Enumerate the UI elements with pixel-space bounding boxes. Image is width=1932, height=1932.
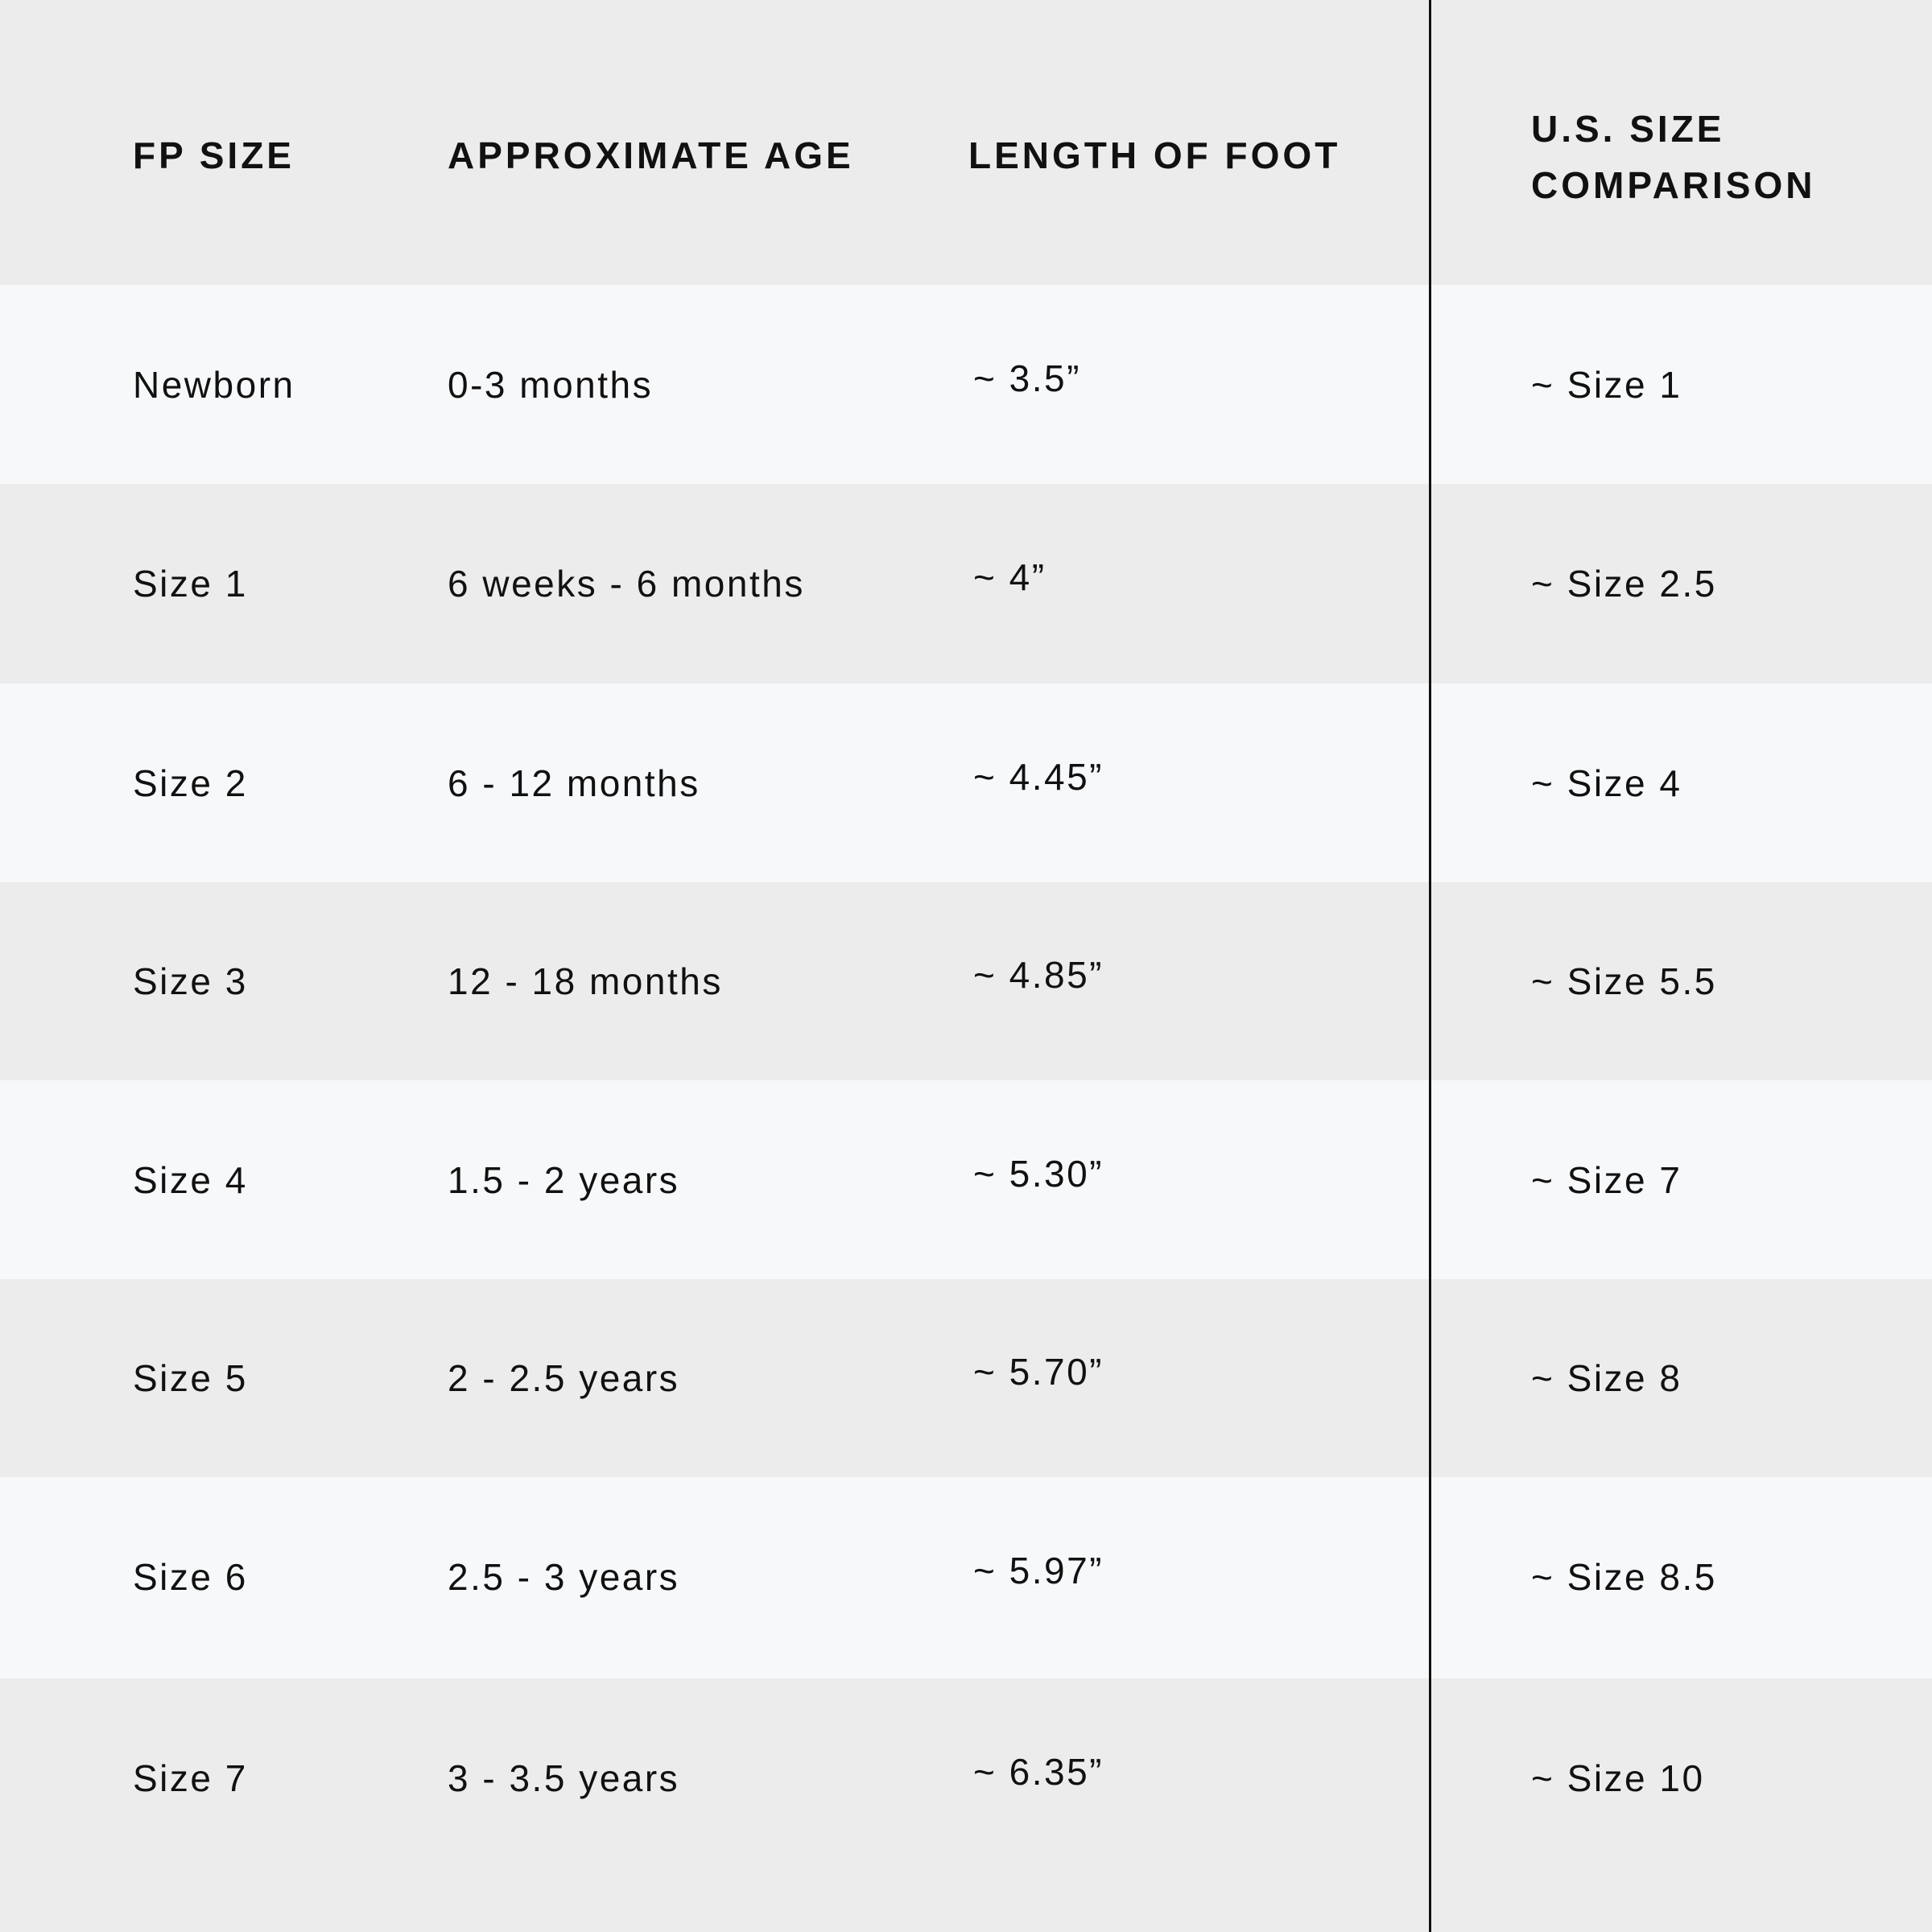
cell-length-of-foot: ~ 3.5” [973,357,1081,399]
header-us-line1: U.S. SIZE [1531,108,1725,150]
cell-us-size: ~ Size 4 [1531,762,1682,804]
cell-us-size: ~ Size 5.5 [1531,960,1717,1002]
cell-us-size: ~ Size 8.5 [1531,1555,1717,1598]
cell-approximate-age: 6 weeks - 6 months [448,562,805,605]
cell-fp-size: Size 7 [133,1757,248,1799]
cell-us-size: ~ Size 7 [1531,1158,1682,1201]
cell-fp-size: Size 3 [133,960,248,1002]
cell-fp-size: Size 1 [133,562,248,605]
cell-us-size: ~ Size 8 [1531,1357,1682,1399]
cell-approximate-age: 2.5 - 3 years [448,1555,680,1598]
column-divider [1429,0,1431,1932]
table-row: Size 7 3 - 3.5 years ~ 6.35” ~ Size 10 [0,1678,1932,1932]
cell-length-of-foot: ~ 5.97” [973,1549,1104,1591]
header-length-of-foot: LENGTH OF FOOT [968,134,1341,176]
header-us-line2: COMPARISON [1531,164,1816,206]
cell-length-of-foot: ~ 4.45” [973,755,1104,798]
table-row: Size 2 6 - 12 months ~ 4.45” ~ Size 4 [0,683,1932,882]
header-us-size-comparison: U.S. SIZE COMPARISON [1531,101,1816,213]
cell-approximate-age: 2 - 2.5 years [448,1357,680,1399]
cell-fp-size: Size 2 [133,762,248,804]
cell-fp-size: Newborn [133,363,295,406]
table-row: Size 4 1.5 - 2 years ~ 5.30” ~ Size 7 [0,1080,1932,1279]
cell-length-of-foot: ~ 6.35” [973,1750,1104,1793]
cell-us-size: ~ Size 10 [1531,1757,1705,1799]
table-row: Newborn 0-3 months ~ 3.5” ~ Size 1 [0,285,1932,484]
cell-length-of-foot: ~ 4.85” [973,954,1104,996]
cell-length-of-foot: ~ 5.30” [973,1152,1104,1195]
cell-fp-size: Size 6 [133,1555,248,1598]
cell-fp-size: Size 5 [133,1357,248,1399]
cell-approximate-age: 1.5 - 2 years [448,1158,680,1201]
cell-length-of-foot: ~ 4” [973,555,1046,598]
cell-fp-size: Size 4 [133,1158,248,1201]
cell-us-size: ~ Size 1 [1531,363,1682,406]
table-row: Size 1 6 weeks - 6 months ~ 4” ~ Size 2.5 [0,484,1932,683]
cell-approximate-age: 0-3 months [448,363,654,406]
header-fp-size: FP SIZE [133,134,295,176]
table-row: Size 3 12 - 18 months ~ 4.85” ~ Size 5.5 [0,882,1932,1080]
table-row: Size 5 2 - 2.5 years ~ 5.70” ~ Size 8 [0,1279,1932,1477]
table-header: FP SIZE APPROXIMATE AGE LENGTH OF FOOT U… [0,0,1932,285]
cell-approximate-age: 6 - 12 months [448,762,700,804]
cell-approximate-age: 12 - 18 months [448,960,723,1002]
cell-length-of-foot: ~ 5.70” [973,1351,1104,1393]
cell-approximate-age: 3 - 3.5 years [448,1757,680,1799]
table-row: Size 6 2.5 - 3 years ~ 5.97” ~ Size 8.5 [0,1477,1932,1678]
header-approximate-age: APPROXIMATE AGE [448,134,854,176]
cell-us-size: ~ Size 2.5 [1531,562,1717,605]
